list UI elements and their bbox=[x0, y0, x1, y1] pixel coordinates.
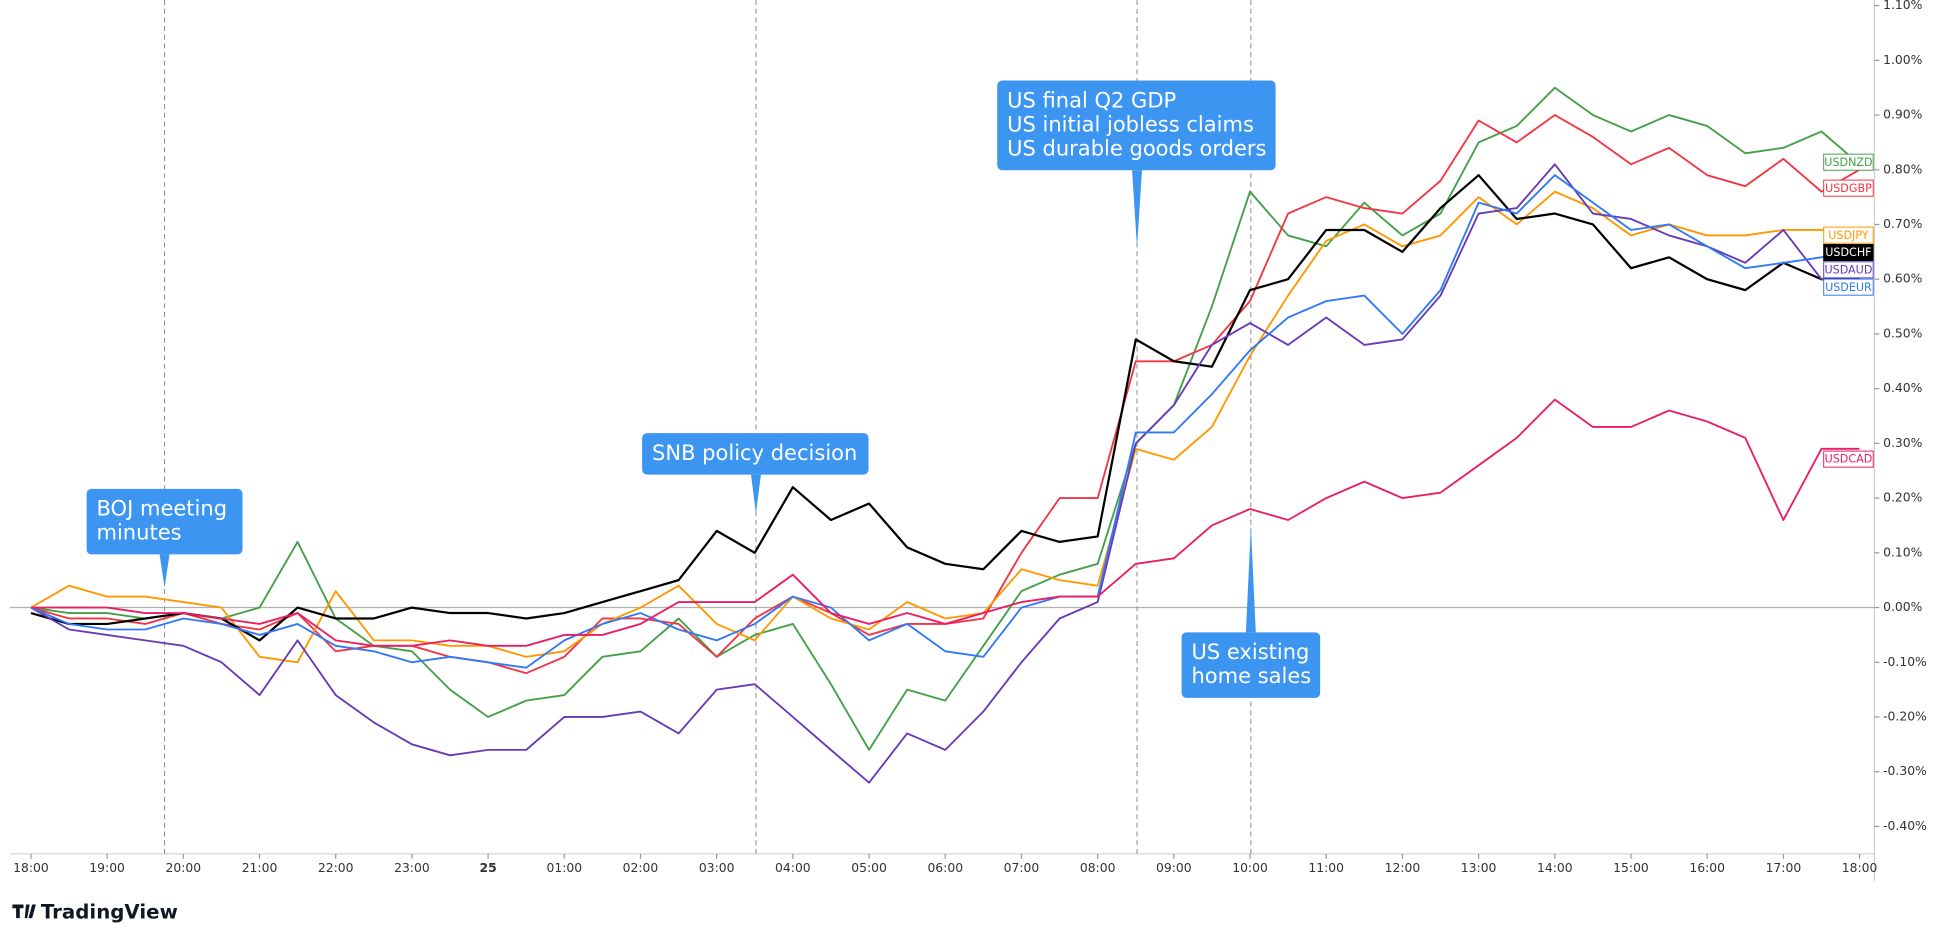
x-tick-label: 11:00 bbox=[1308, 861, 1344, 875]
tradingview-logo: TradingView bbox=[12, 901, 178, 924]
legend-item: USDJPY bbox=[1823, 226, 1874, 244]
x-tick-label: 01:00 bbox=[546, 861, 582, 875]
x-tick-label: 09:00 bbox=[1156, 861, 1192, 875]
y-tick-label: -0.20% bbox=[1883, 709, 1927, 723]
annotation-pointer bbox=[1245, 525, 1256, 633]
x-tick-label: 06:00 bbox=[927, 861, 963, 875]
y-tick-label: 0.90% bbox=[1883, 108, 1923, 122]
series-line bbox=[30, 163, 1860, 784]
y-tick-label: -0.30% bbox=[1883, 764, 1927, 778]
annotation-text: minutes bbox=[97, 520, 182, 545]
x-tick-label: 10:00 bbox=[1232, 861, 1268, 875]
legend-item: USDNZD bbox=[1823, 153, 1874, 171]
legend-box bbox=[1823, 243, 1874, 262]
x-tick-label: 21:00 bbox=[242, 861, 278, 875]
legend-label: USDGBP bbox=[1825, 182, 1872, 195]
x-tick-label: 14:00 bbox=[1537, 861, 1573, 875]
y-tick-label: 1.00% bbox=[1883, 53, 1923, 67]
x-tick-label: 08:00 bbox=[1080, 861, 1116, 875]
series-line bbox=[30, 174, 1860, 669]
y-tick-label: 0.40% bbox=[1883, 381, 1923, 395]
x-tick-label: 02:00 bbox=[623, 861, 659, 875]
annotation-pointer bbox=[1132, 170, 1142, 248]
legend-label: USDNZD bbox=[1824, 156, 1872, 169]
legend-box bbox=[1823, 278, 1874, 296]
series-line bbox=[30, 398, 1860, 647]
logo-icon bbox=[12, 904, 36, 919]
x-tick-label: 19:00 bbox=[89, 861, 125, 875]
legend-label: USDCHF bbox=[1825, 246, 1871, 259]
annotation-box bbox=[1181, 632, 1321, 698]
y-tick-label: 0.10% bbox=[1883, 545, 1923, 559]
x-tick-label: 20:00 bbox=[166, 861, 202, 875]
y-tick-label: 0.50% bbox=[1883, 326, 1923, 340]
series-line bbox=[30, 190, 1860, 664]
legend-label: USDJPY bbox=[1828, 229, 1869, 242]
legend-item: USDGBP bbox=[1823, 179, 1874, 197]
x-tick-label: 13:00 bbox=[1461, 861, 1497, 875]
annotation: SNB policy decision bbox=[642, 433, 869, 514]
legend-item: USDAUD bbox=[1823, 261, 1874, 279]
annotation-box bbox=[997, 80, 1276, 171]
y-tick-label: 0.00% bbox=[1883, 600, 1923, 614]
annotation-text: US durable goods orders bbox=[1007, 136, 1266, 161]
legend-item: USDCHF bbox=[1823, 243, 1874, 262]
annotation-text: US existing bbox=[1191, 639, 1309, 664]
legend-label: USDEUR bbox=[1825, 281, 1872, 294]
y-tick-label: 0.80% bbox=[1883, 162, 1923, 176]
legend-label: USDCAD bbox=[1825, 453, 1873, 466]
legend-item: USDCAD bbox=[1823, 450, 1874, 468]
x-tick-label: 16:00 bbox=[1689, 861, 1725, 875]
x-tick-label: 17:00 bbox=[1766, 861, 1802, 875]
x-tick-label: 23:00 bbox=[394, 861, 430, 875]
annotation-text: US final Q2 GDP bbox=[1007, 87, 1176, 112]
x-tick-label: 12:00 bbox=[1385, 861, 1421, 875]
annotation-text: BOJ meeting bbox=[97, 496, 228, 521]
x-tick-label: 22:00 bbox=[318, 861, 354, 875]
annotation-text: US initial jobless claims bbox=[1007, 111, 1254, 136]
legend-box bbox=[1823, 261, 1874, 279]
brand-name: TradingView bbox=[41, 901, 178, 924]
y-tick-label: -0.40% bbox=[1883, 819, 1927, 833]
annotation-pointer bbox=[751, 474, 761, 514]
annotation-text: SNB policy decision bbox=[652, 440, 857, 465]
y-tick-label: 0.20% bbox=[1883, 491, 1923, 505]
y-tick-label: -0.10% bbox=[1883, 655, 1927, 669]
annotation-box bbox=[642, 433, 869, 475]
x-tick-label: 15:00 bbox=[1613, 861, 1649, 875]
legend-item: USDEUR bbox=[1823, 278, 1874, 296]
y-tick-label: 0.60% bbox=[1883, 272, 1923, 286]
y-tick-label: 0.70% bbox=[1883, 217, 1923, 231]
annotation-text: home sales bbox=[1191, 663, 1311, 688]
x-tick-label: 18:00 bbox=[1842, 861, 1878, 875]
x-tick-label: 25 bbox=[479, 861, 496, 875]
x-tick-label: 04:00 bbox=[775, 861, 811, 875]
y-tick-label: 0.30% bbox=[1883, 436, 1923, 450]
annotation-pointer bbox=[159, 554, 170, 588]
x-tick-label: 07:00 bbox=[1004, 861, 1040, 875]
legend-box bbox=[1823, 179, 1874, 197]
annotation-box bbox=[86, 488, 243, 555]
x-tick-label: 05:00 bbox=[851, 861, 887, 875]
series-line bbox=[30, 174, 1860, 642]
x-tick-label: 03:00 bbox=[699, 861, 735, 875]
legend-box bbox=[1823, 153, 1874, 171]
legend-label: USDAUD bbox=[1824, 263, 1872, 276]
x-tick-label: 18:00 bbox=[13, 861, 49, 875]
legend-box bbox=[1823, 450, 1874, 468]
legend-box bbox=[1823, 226, 1874, 244]
y-tick-label: 1.10% bbox=[1883, 0, 1923, 12]
